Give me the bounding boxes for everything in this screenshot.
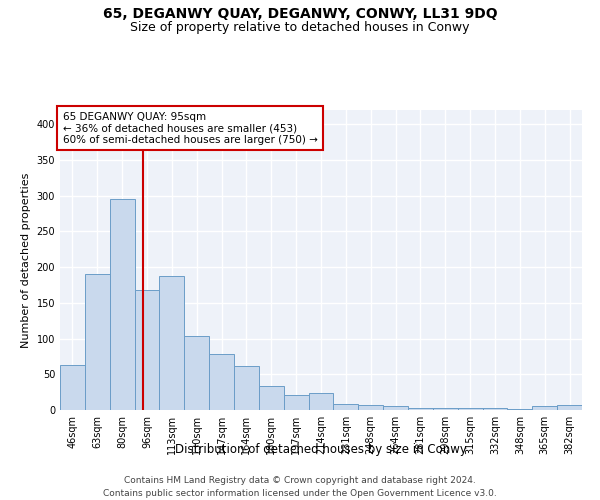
Bar xyxy=(408,408,433,410)
Text: Contains HM Land Registry data © Crown copyright and database right 2024.
Contai: Contains HM Land Registry data © Crown c… xyxy=(103,476,497,498)
Bar xyxy=(308,393,334,410)
Bar xyxy=(557,405,582,410)
Bar xyxy=(234,366,259,410)
Text: Size of property relative to detached houses in Conwy: Size of property relative to detached ho… xyxy=(130,21,470,34)
Bar xyxy=(383,406,408,410)
Bar xyxy=(85,274,110,410)
Text: 65, DEGANWY QUAY, DEGANWY, CONWY, LL31 9DQ: 65, DEGANWY QUAY, DEGANWY, CONWY, LL31 9… xyxy=(103,8,497,22)
Bar xyxy=(482,408,508,410)
Bar xyxy=(334,404,358,410)
Bar xyxy=(508,408,532,410)
Text: 65 DEGANWY QUAY: 95sqm
← 36% of detached houses are smaller (453)
60% of semi-de: 65 DEGANWY QUAY: 95sqm ← 36% of detached… xyxy=(62,112,317,144)
Bar xyxy=(532,406,557,410)
Bar xyxy=(284,395,308,410)
Bar xyxy=(358,405,383,410)
Bar xyxy=(60,365,85,410)
Bar xyxy=(259,386,284,410)
Bar xyxy=(184,336,209,410)
Text: Distribution of detached houses by size in Conwy: Distribution of detached houses by size … xyxy=(175,442,467,456)
Bar xyxy=(458,408,482,410)
Bar xyxy=(209,354,234,410)
Bar xyxy=(134,290,160,410)
Bar xyxy=(160,276,184,410)
Bar xyxy=(110,200,134,410)
Y-axis label: Number of detached properties: Number of detached properties xyxy=(21,172,31,348)
Bar xyxy=(433,408,458,410)
